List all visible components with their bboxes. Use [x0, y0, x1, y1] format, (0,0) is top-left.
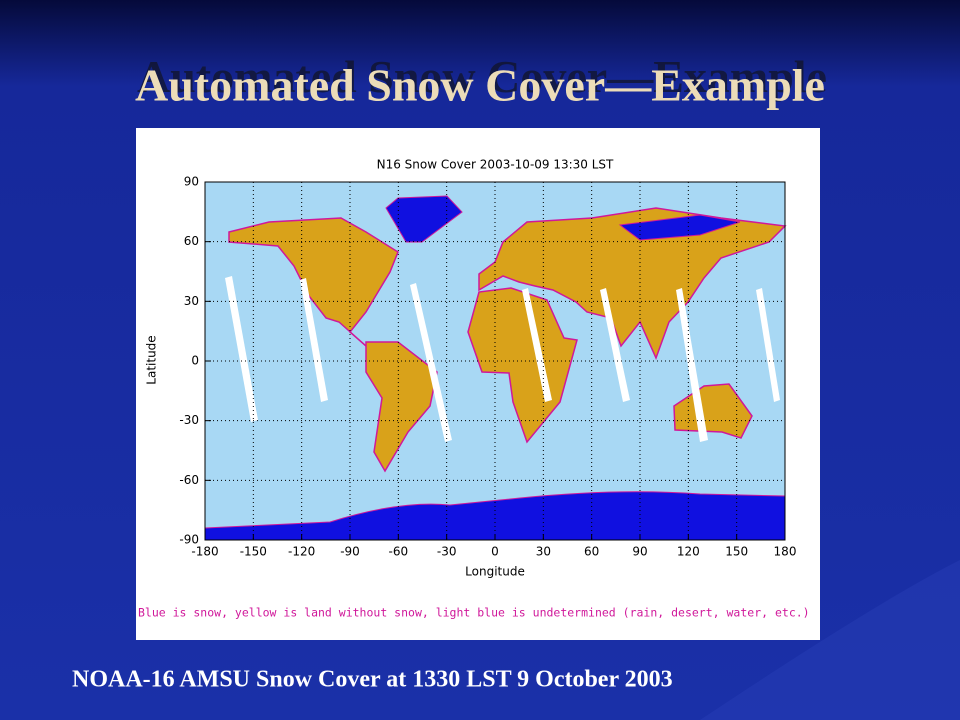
swaths	[225, 276, 780, 442]
x-tick-label: -150	[240, 545, 267, 559]
x-axis-label: Longitude	[465, 565, 525, 579]
x-tick-label: -120	[288, 545, 315, 559]
y-tick-label: -30	[179, 413, 199, 427]
x-tick-label: 90	[632, 545, 647, 559]
x-tick-label: -90	[340, 545, 360, 559]
y-tick-label: 90	[184, 175, 199, 189]
antarctica-snow	[204, 491, 786, 541]
x-tick-label: -60	[389, 545, 409, 559]
x-tick-label: 60	[584, 545, 599, 559]
x-tick-label: 150	[725, 545, 748, 559]
north-america	[228, 217, 399, 347]
siberia-snow	[618, 214, 741, 241]
x-tick-label: 0	[491, 545, 499, 559]
map-title: N16 Snow Cover 2003-10-09 13:30 LST	[377, 158, 614, 172]
y-tick-label: -60	[179, 473, 199, 487]
legend-note: Blue is snow, yellow is land without sno…	[138, 606, 810, 620]
x-tick-label: -30	[437, 545, 457, 559]
x-tick-label: 30	[536, 545, 551, 559]
y-tick-label: 60	[184, 234, 199, 248]
x-tick-label: -180	[191, 545, 218, 559]
slide-title: Automated Snow Cover—Example	[135, 60, 825, 111]
y-tick-label: -90	[179, 533, 199, 547]
x-tick-label: 180	[774, 545, 797, 559]
snow	[204, 195, 786, 541]
south-america	[365, 341, 438, 473]
y-tick-label: 0	[191, 354, 199, 368]
caption: NOAA-16 AMSU Snow Cover at 1330 LST 9 Oc…	[72, 667, 673, 693]
title-shadow: Automated Snow Cover—Example	[137, 51, 827, 102]
x-tick-label: 120	[677, 545, 700, 559]
y-tick-label: 30	[184, 294, 199, 308]
decoration	[700, 560, 960, 720]
y-axis-label: Latitude	[145, 335, 159, 384]
